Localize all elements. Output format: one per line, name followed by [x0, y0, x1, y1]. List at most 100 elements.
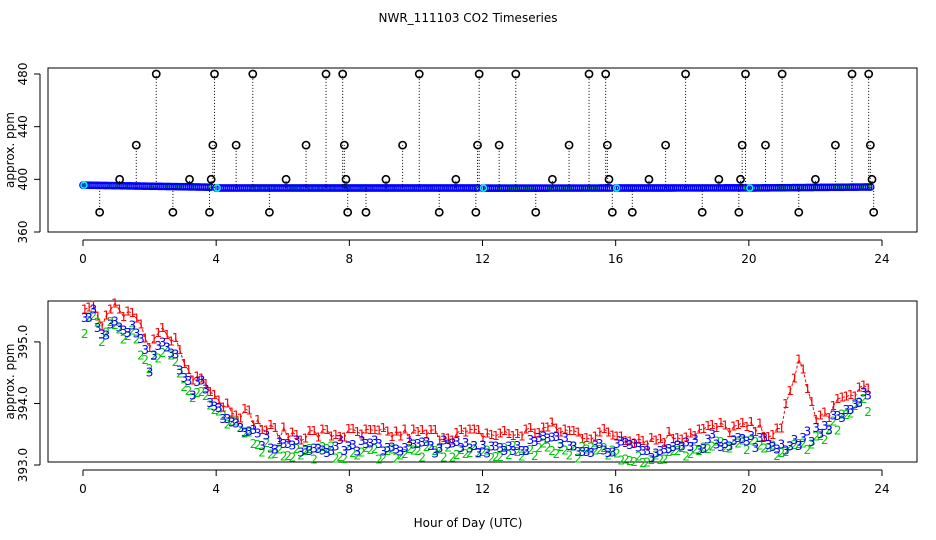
outlier-point — [564, 140, 574, 150]
series-line — [720, 422, 726, 427]
series-3-point: 3 — [90, 302, 98, 316]
series-3-point: 3 — [146, 366, 154, 380]
series-2-point: 2 — [150, 349, 158, 363]
series-line — [131, 312, 137, 319]
series-3-point: 3 — [375, 437, 383, 451]
x-tick-label: 0 — [79, 482, 87, 496]
series-2-point: 2 — [691, 443, 699, 457]
series-3-point: 3 — [319, 444, 327, 458]
series-3-point: 3 — [730, 434, 738, 448]
series-line — [538, 427, 544, 434]
series-3-point: 3 — [492, 440, 500, 454]
series-line — [841, 396, 847, 399]
series-line — [599, 428, 605, 433]
x-tick-label: 24 — [874, 252, 889, 266]
series-2-point: 2 — [241, 426, 249, 440]
series-3-point: 3 — [704, 433, 712, 447]
series-3-point: 3 — [643, 444, 651, 458]
series-line — [296, 434, 302, 441]
series-line — [798, 359, 804, 370]
series-2-point: 2 — [496, 450, 504, 464]
series-line — [724, 425, 730, 434]
series-3-point: 3 — [695, 443, 703, 457]
series-line — [530, 427, 536, 434]
series-line — [343, 428, 350, 438]
series-line — [832, 398, 839, 407]
outlier-point — [151, 69, 161, 79]
outlier-point — [341, 174, 351, 184]
outlier-point — [265, 207, 274, 217]
series-2-point: 2 — [315, 441, 323, 455]
series-line — [677, 437, 683, 440]
series-3-point: 3 — [782, 444, 790, 458]
series-3-point: 3 — [436, 442, 444, 456]
series-3-point: 3 — [379, 444, 387, 458]
series-line — [828, 405, 834, 419]
series-line — [491, 434, 496, 437]
series-2-point: 2 — [354, 449, 362, 463]
series-2-point: 2 — [193, 386, 201, 400]
outlier-point — [339, 140, 349, 150]
series-line — [837, 397, 843, 400]
series-line — [188, 370, 194, 381]
series-2-point: 2 — [444, 440, 452, 454]
series-3-point: 3 — [163, 341, 171, 355]
series-2-point: 2 — [734, 436, 742, 450]
series-3-point: 3 — [496, 441, 504, 455]
series-3-point: 3 — [570, 440, 578, 454]
series-3-point: 3 — [449, 436, 457, 450]
outlier-point — [95, 207, 105, 217]
series-3-point: 3 — [241, 426, 249, 440]
series-3-point: 3 — [652, 446, 660, 460]
series-3-point: 3 — [189, 388, 197, 402]
series-3-point: 3 — [81, 311, 89, 325]
series-2-point: 2 — [804, 443, 812, 457]
series-line — [244, 408, 250, 412]
series-2-point: 2 — [341, 452, 349, 466]
series-2-point: 2 — [665, 445, 673, 459]
series-2-point: 2 — [271, 447, 279, 461]
series-3-point: 3 — [864, 388, 872, 402]
series-3-point: 3 — [739, 432, 747, 446]
series-3-point: 3 — [366, 437, 374, 451]
series-3-point: 3 — [115, 321, 123, 335]
series-2-point: 2 — [821, 433, 829, 447]
series-2-point: 2 — [652, 448, 660, 462]
series-3-point: 3 — [232, 416, 240, 430]
series-2-point: 2 — [371, 442, 379, 456]
series-2-point: 2 — [864, 405, 872, 419]
series-3-point: 3 — [237, 421, 245, 435]
series-2-point: 2 — [332, 451, 340, 465]
series-line — [487, 432, 492, 436]
series-line — [478, 429, 484, 439]
y-axis-label: approx. ppm — [3, 112, 17, 188]
series-3-point: 3 — [427, 439, 435, 453]
outlier-point — [168, 207, 178, 217]
series-3-point: 3 — [211, 400, 219, 414]
series-line — [521, 429, 527, 437]
x-tick-label: 12 — [475, 482, 490, 496]
series-3-point: 3 — [263, 429, 271, 443]
series-2-point: 2 — [133, 333, 141, 347]
series-2-point: 2 — [137, 348, 145, 362]
series-2-point: 2 — [90, 309, 98, 323]
series-3-point: 3 — [120, 324, 128, 338]
series-line — [97, 316, 103, 327]
series-line — [651, 437, 657, 441]
series-line — [408, 429, 415, 440]
series-3-point: 3 — [483, 446, 491, 460]
series-3-point: 3 — [773, 443, 781, 457]
series-3-point: 3 — [843, 403, 851, 417]
series-3-point: 3 — [289, 438, 297, 452]
series-2-point: 2 — [743, 443, 751, 457]
series-3-point: 3 — [159, 335, 167, 349]
series-3-point: 3 — [85, 311, 93, 325]
series-3-point: 3 — [514, 439, 522, 453]
series-2-point: 2 — [401, 447, 409, 461]
series-line — [88, 305, 94, 308]
series-3-point: 3 — [605, 446, 613, 460]
series-2-point: 2 — [427, 439, 435, 453]
series-2-point: 2 — [436, 443, 444, 457]
series-line — [772, 428, 778, 436]
series-3-point: 3 — [315, 442, 323, 456]
